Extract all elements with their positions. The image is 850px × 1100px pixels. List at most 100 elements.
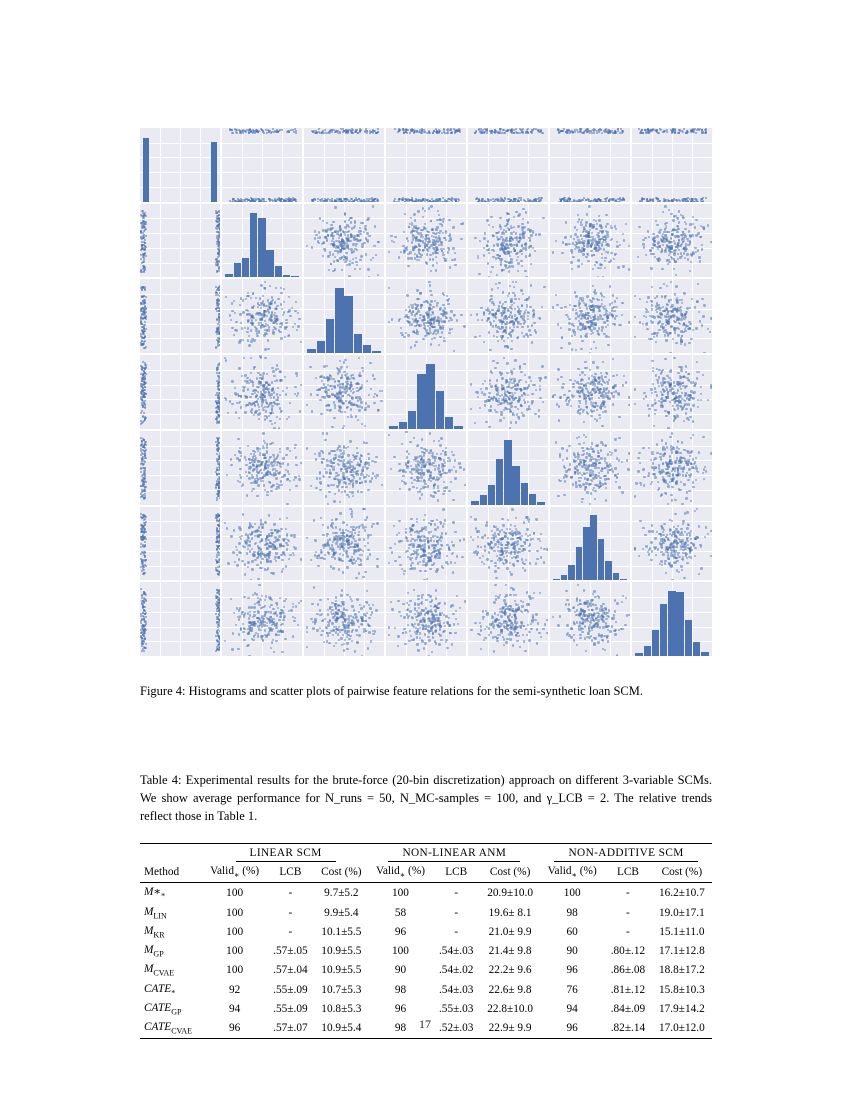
linear_cost-row2: 10.1±5.5: [314, 922, 368, 941]
nonlinear_lcb-row4: .54±.02: [432, 961, 480, 980]
nonadditive_valid-row5: 76: [540, 980, 604, 999]
scatter-G-vs-D: [468, 128, 548, 202]
linear_cost-row3: 10.9±5.5: [314, 942, 368, 961]
nonlinear_lcb-row5: .54±.03: [432, 980, 480, 999]
scatter-A-vs-I: [550, 204, 630, 278]
method-header: Method: [140, 844, 203, 882]
scatter-D-vs-A: [222, 431, 302, 505]
scatter-A-vs-G: A-30-20-10010203040: [140, 204, 220, 278]
col-header-linear-valid: Valid∗ (%): [203, 863, 267, 883]
col-header-nonadditive-cost: Cost (%): [652, 863, 712, 883]
results-table: Method LINEAR SCM NON-LINEAR ANM NON-ADD…: [140, 843, 712, 1039]
scatter-E-vs-S: [632, 279, 712, 353]
scatter-E-vs-I: [550, 279, 630, 353]
table-row-MCVAE: MCVAE 100.57±.04 10.9±5.5 90.54±.02 22.2± 9.…: [140, 961, 712, 980]
scatter-A-vs-D: [468, 204, 548, 278]
nonadditive_lcb-row1: -: [604, 903, 652, 922]
group-header-nonlinear: NON-LINEAR ANM: [369, 844, 541, 863]
scatter-D-vs-E: [304, 431, 384, 505]
nonadditive_cost-row3: 17.1±12.8: [652, 942, 712, 961]
nonlinear_cost-row3: 21.4± 9.8: [480, 942, 540, 961]
scatter-L-vs-A: [222, 355, 302, 429]
nonlinear_lcb-row2: -: [432, 922, 480, 941]
linear_cost-row5: 10.7±5.3: [314, 980, 368, 999]
group-header-nonadditive: NON-ADDITIVE SCM: [540, 844, 712, 863]
linear_lcb-row0: -: [267, 883, 315, 903]
nonlinear_cost-row5: 22.6± 9.8: [480, 980, 540, 999]
scatter-D-vs-G: D-15-10-50510: [140, 431, 220, 505]
nonadditive_valid-row3: 90: [540, 942, 604, 961]
nonadditive_lcb-row4: .86±.08: [604, 961, 652, 980]
scatter-S-vs-A: -2502550A: [222, 582, 302, 656]
histogram-D: [468, 431, 548, 505]
col-header-nonlinear-cost: Cost (%): [480, 863, 540, 883]
nonlinear_cost-row2: 21.0± 9.9: [480, 922, 540, 941]
scatter-S-vs-G: S-1001000.51G: [140, 582, 220, 656]
nonlinear_cost-row1: 19.6± 8.1: [480, 903, 540, 922]
linear_valid-row0: 100: [203, 883, 267, 903]
histogram-S: -10010S: [632, 582, 712, 656]
scatter-A-vs-E: [304, 204, 384, 278]
method-name-6: CATEGP: [140, 999, 203, 1018]
linear_lcb-row6: .55±.09: [267, 999, 315, 1018]
scatter-E-vs-L: [386, 279, 466, 353]
linear_lcb-row3: .57±.05: [267, 942, 315, 961]
histogram-I: [550, 507, 630, 581]
nonlinear_lcb-row1: -: [432, 903, 480, 922]
scatter-I-vs-A: [222, 507, 302, 581]
table-caption: Table 4: Experimental results for the br…: [140, 772, 712, 825]
col-header-nonadditive-lcb: LCB: [604, 863, 652, 883]
nonlinear_valid-row1: 58: [369, 903, 433, 922]
col-header-nonlinear-lcb: LCB: [432, 863, 480, 883]
linear_lcb-row4: .57±.04: [267, 961, 315, 980]
nonadditive_lcb-row2: -: [604, 922, 652, 941]
scatter-I-vs-E: [304, 507, 384, 581]
method-name-2: MKR: [140, 922, 203, 941]
col-header-nonadditive-valid: Valid∗ (%): [540, 863, 604, 883]
nonadditive_cost-row0: 16.2±10.7: [652, 883, 712, 903]
method-name-0: M∗*: [140, 883, 203, 903]
scatter-A-vs-S: [632, 204, 712, 278]
table-row-MKR: MKR 100-10.1±5.5 96-21.0± 9.9 60-15.1±11.0: [140, 922, 712, 941]
linear_lcb-row1: -: [267, 903, 315, 922]
nonadditive_cost-row6: 17.9±14.2: [652, 999, 712, 1018]
nonlinear_valid-row4: 90: [369, 961, 433, 980]
results-table-container: Method LINEAR SCM NON-LINEAR ANM NON-ADD…: [140, 843, 712, 1039]
linear_cost-row0: 9.7±5.2: [314, 883, 368, 903]
pairplot-grid: G00.20.40.60.81A-30-20-10010203040E-0.4-…: [140, 128, 712, 656]
nonadditive_lcb-row0: -: [604, 883, 652, 903]
scatter-D-vs-L: [386, 431, 466, 505]
document-page: G00.20.40.60.81A-30-20-10010203040E-0.4-…: [0, 0, 850, 1100]
nonadditive_valid-row4: 96: [540, 961, 604, 980]
nonadditive_lcb-row5: .81±.12: [604, 980, 652, 999]
pairplot-figure: G00.20.40.60.81A-30-20-10010203040E-0.4-…: [140, 128, 712, 656]
figure-caption: Figure 4: Histograms and scatter plots o…: [140, 683, 712, 699]
nonadditive_cost-row5: 15.8±10.3: [652, 980, 712, 999]
linear_lcb-row2: -: [267, 922, 315, 941]
col-header-linear-cost: Cost (%): [314, 863, 368, 883]
histogram-E: [304, 279, 384, 353]
scatter-L-vs-E: [304, 355, 384, 429]
nonadditive_valid-row2: 60: [540, 922, 604, 941]
nonlinear_valid-row3: 100: [369, 942, 433, 961]
scatter-S-vs-E: -0.2500.25E: [304, 582, 384, 656]
nonlinear_cost-row6: 22.8±10.0: [480, 999, 540, 1018]
nonadditive_cost-row1: 19.0±17.1: [652, 903, 712, 922]
scatter-E-vs-D: [468, 279, 548, 353]
scatter-G-vs-L: [386, 128, 466, 202]
scatter-G-vs-A: [222, 128, 302, 202]
linear_valid-row5: 92: [203, 980, 267, 999]
scatter-D-vs-I: [550, 431, 630, 505]
nonadditive_cost-row2: 15.1±11.0: [652, 922, 712, 941]
table-row-CATE*: CATE* 92.55±.09 10.7±5.3 98.54±.03 22.6± 9.8…: [140, 980, 712, 999]
scatter-L-vs-G: L-15-10-505: [140, 355, 220, 429]
table-row-CATEGP: CATEGP 94.55±.09 10.8±5.3 96.55±.03 22.8±10.…: [140, 999, 712, 1018]
linear_valid-row1: 100: [203, 903, 267, 922]
linear_valid-row4: 100: [203, 961, 267, 980]
nonlinear_lcb-row0: -: [432, 883, 480, 903]
linear_cost-row4: 10.9±5.5: [314, 961, 368, 980]
nonlinear_valid-row5: 98: [369, 980, 433, 999]
col-header-linear-lcb: LCB: [267, 863, 315, 883]
method-name-5: CATE*: [140, 980, 203, 999]
nonadditive_valid-row1: 98: [540, 903, 604, 922]
